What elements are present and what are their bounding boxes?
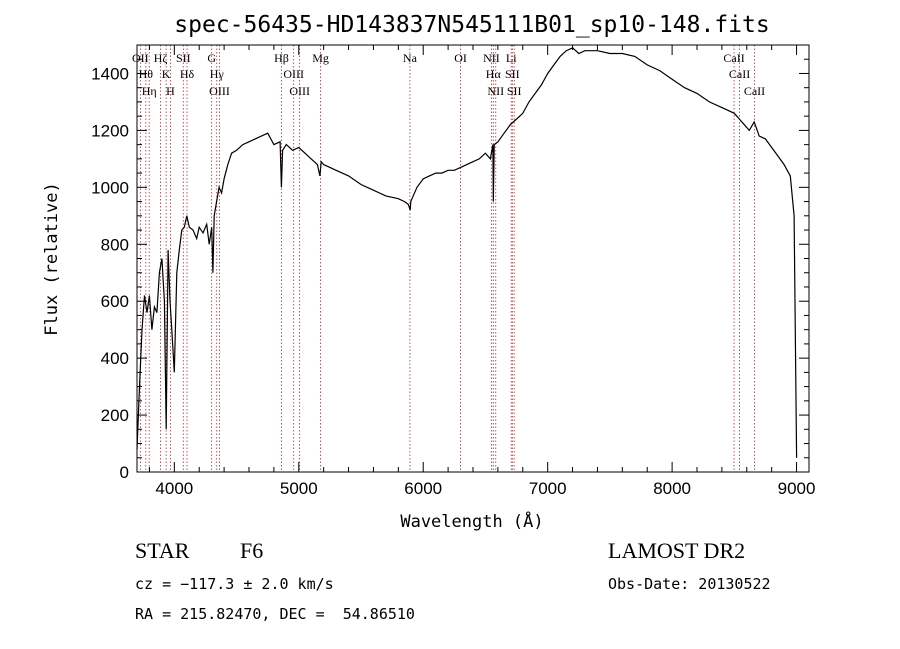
- x-tick-label: 7000: [529, 479, 567, 498]
- emission-line-labels: OII Hθ Hη Hζ KH SII Hδ G Hγ OIII Hβ OIII OIII Mg Na OI N…: [132, 51, 765, 98]
- line-marker-label: CaII: [723, 51, 744, 65]
- line-marker-label: OIII: [283, 67, 304, 81]
- line-marker-label: Mg: [312, 51, 329, 65]
- chart-title: spec-56435-HD143837N545111B01_sp10-148.f…: [174, 12, 769, 38]
- line-marker-label: G: [207, 51, 216, 65]
- x-tick-labels: 4000 5000 6000 7000 8000 9000: [155, 479, 815, 498]
- x-tick-label: 4000: [155, 479, 193, 498]
- line-marker-label: CaII: [744, 84, 765, 98]
- line-marker-label: NII: [487, 84, 504, 98]
- x-tick-label: 6000: [404, 479, 442, 498]
- line-marker-label: Na: [403, 51, 418, 65]
- y-tick-label: 400: [101, 349, 129, 368]
- line-marker-label: Hθ: [139, 67, 154, 81]
- line-marker-label: Hδ: [180, 67, 195, 81]
- y-tick-label: 1200: [91, 121, 129, 140]
- y-tick-label: 0: [120, 463, 129, 482]
- line-marker-label: SII: [505, 67, 520, 81]
- y-tick-label: 1400: [91, 64, 129, 83]
- line-marker-label: CaII: [729, 67, 750, 81]
- line-marker-label: NII: [483, 51, 500, 65]
- line-marker-label: SII: [507, 84, 522, 98]
- emission-line-markers: [139, 45, 755, 472]
- x-tick-label: 5000: [280, 479, 318, 498]
- line-marker-label: Hζ: [154, 51, 168, 65]
- line-marker-label: Li: [506, 51, 517, 65]
- line-marker-label: OIII: [289, 84, 310, 98]
- line-marker-label: Hγ: [210, 67, 225, 81]
- redshift-velocity: cz = −117.3 ± 2.0 km/s: [135, 575, 334, 593]
- line-marker-label: Hβ: [274, 51, 289, 65]
- y-tick-label: 1000: [91, 178, 129, 197]
- line-marker-label: H: [166, 84, 175, 98]
- line-marker-label: OI: [454, 51, 467, 65]
- line-marker-label: Hα: [486, 67, 502, 81]
- line-marker-label: OIII: [209, 84, 230, 98]
- object-subclass: F6: [240, 538, 264, 563]
- coordinates: RA = 215.82470, DEC = 54.86510: [135, 605, 415, 623]
- y-tick-label: 800: [101, 235, 129, 254]
- y-tick-label: 200: [101, 406, 129, 425]
- survey-name: LAMOST DR2: [608, 538, 746, 563]
- spectrum-series-line: [136, 47, 798, 458]
- plot-frame: [136, 44, 810, 473]
- x-tick-label: 9000: [778, 479, 816, 498]
- y-tick-label: 600: [101, 292, 129, 311]
- y-axis-label: Flux (relative): [42, 182, 62, 336]
- x-tick-label: 8000: [653, 479, 691, 498]
- axis-ticks: [137, 45, 809, 473]
- object-class: STAR: [135, 538, 190, 563]
- y-tick-labels: 0 200 400 600 800 1000 1200 1400: [91, 64, 129, 482]
- observation-date: Obs-Date: 20130522: [608, 575, 771, 593]
- line-marker-label: Hη: [142, 84, 157, 98]
- line-marker-label: OII: [132, 51, 149, 65]
- line-marker-label: SII: [176, 51, 191, 65]
- line-marker-label: K: [162, 67, 171, 81]
- x-axis-label: Wavelength (Å): [400, 510, 543, 532]
